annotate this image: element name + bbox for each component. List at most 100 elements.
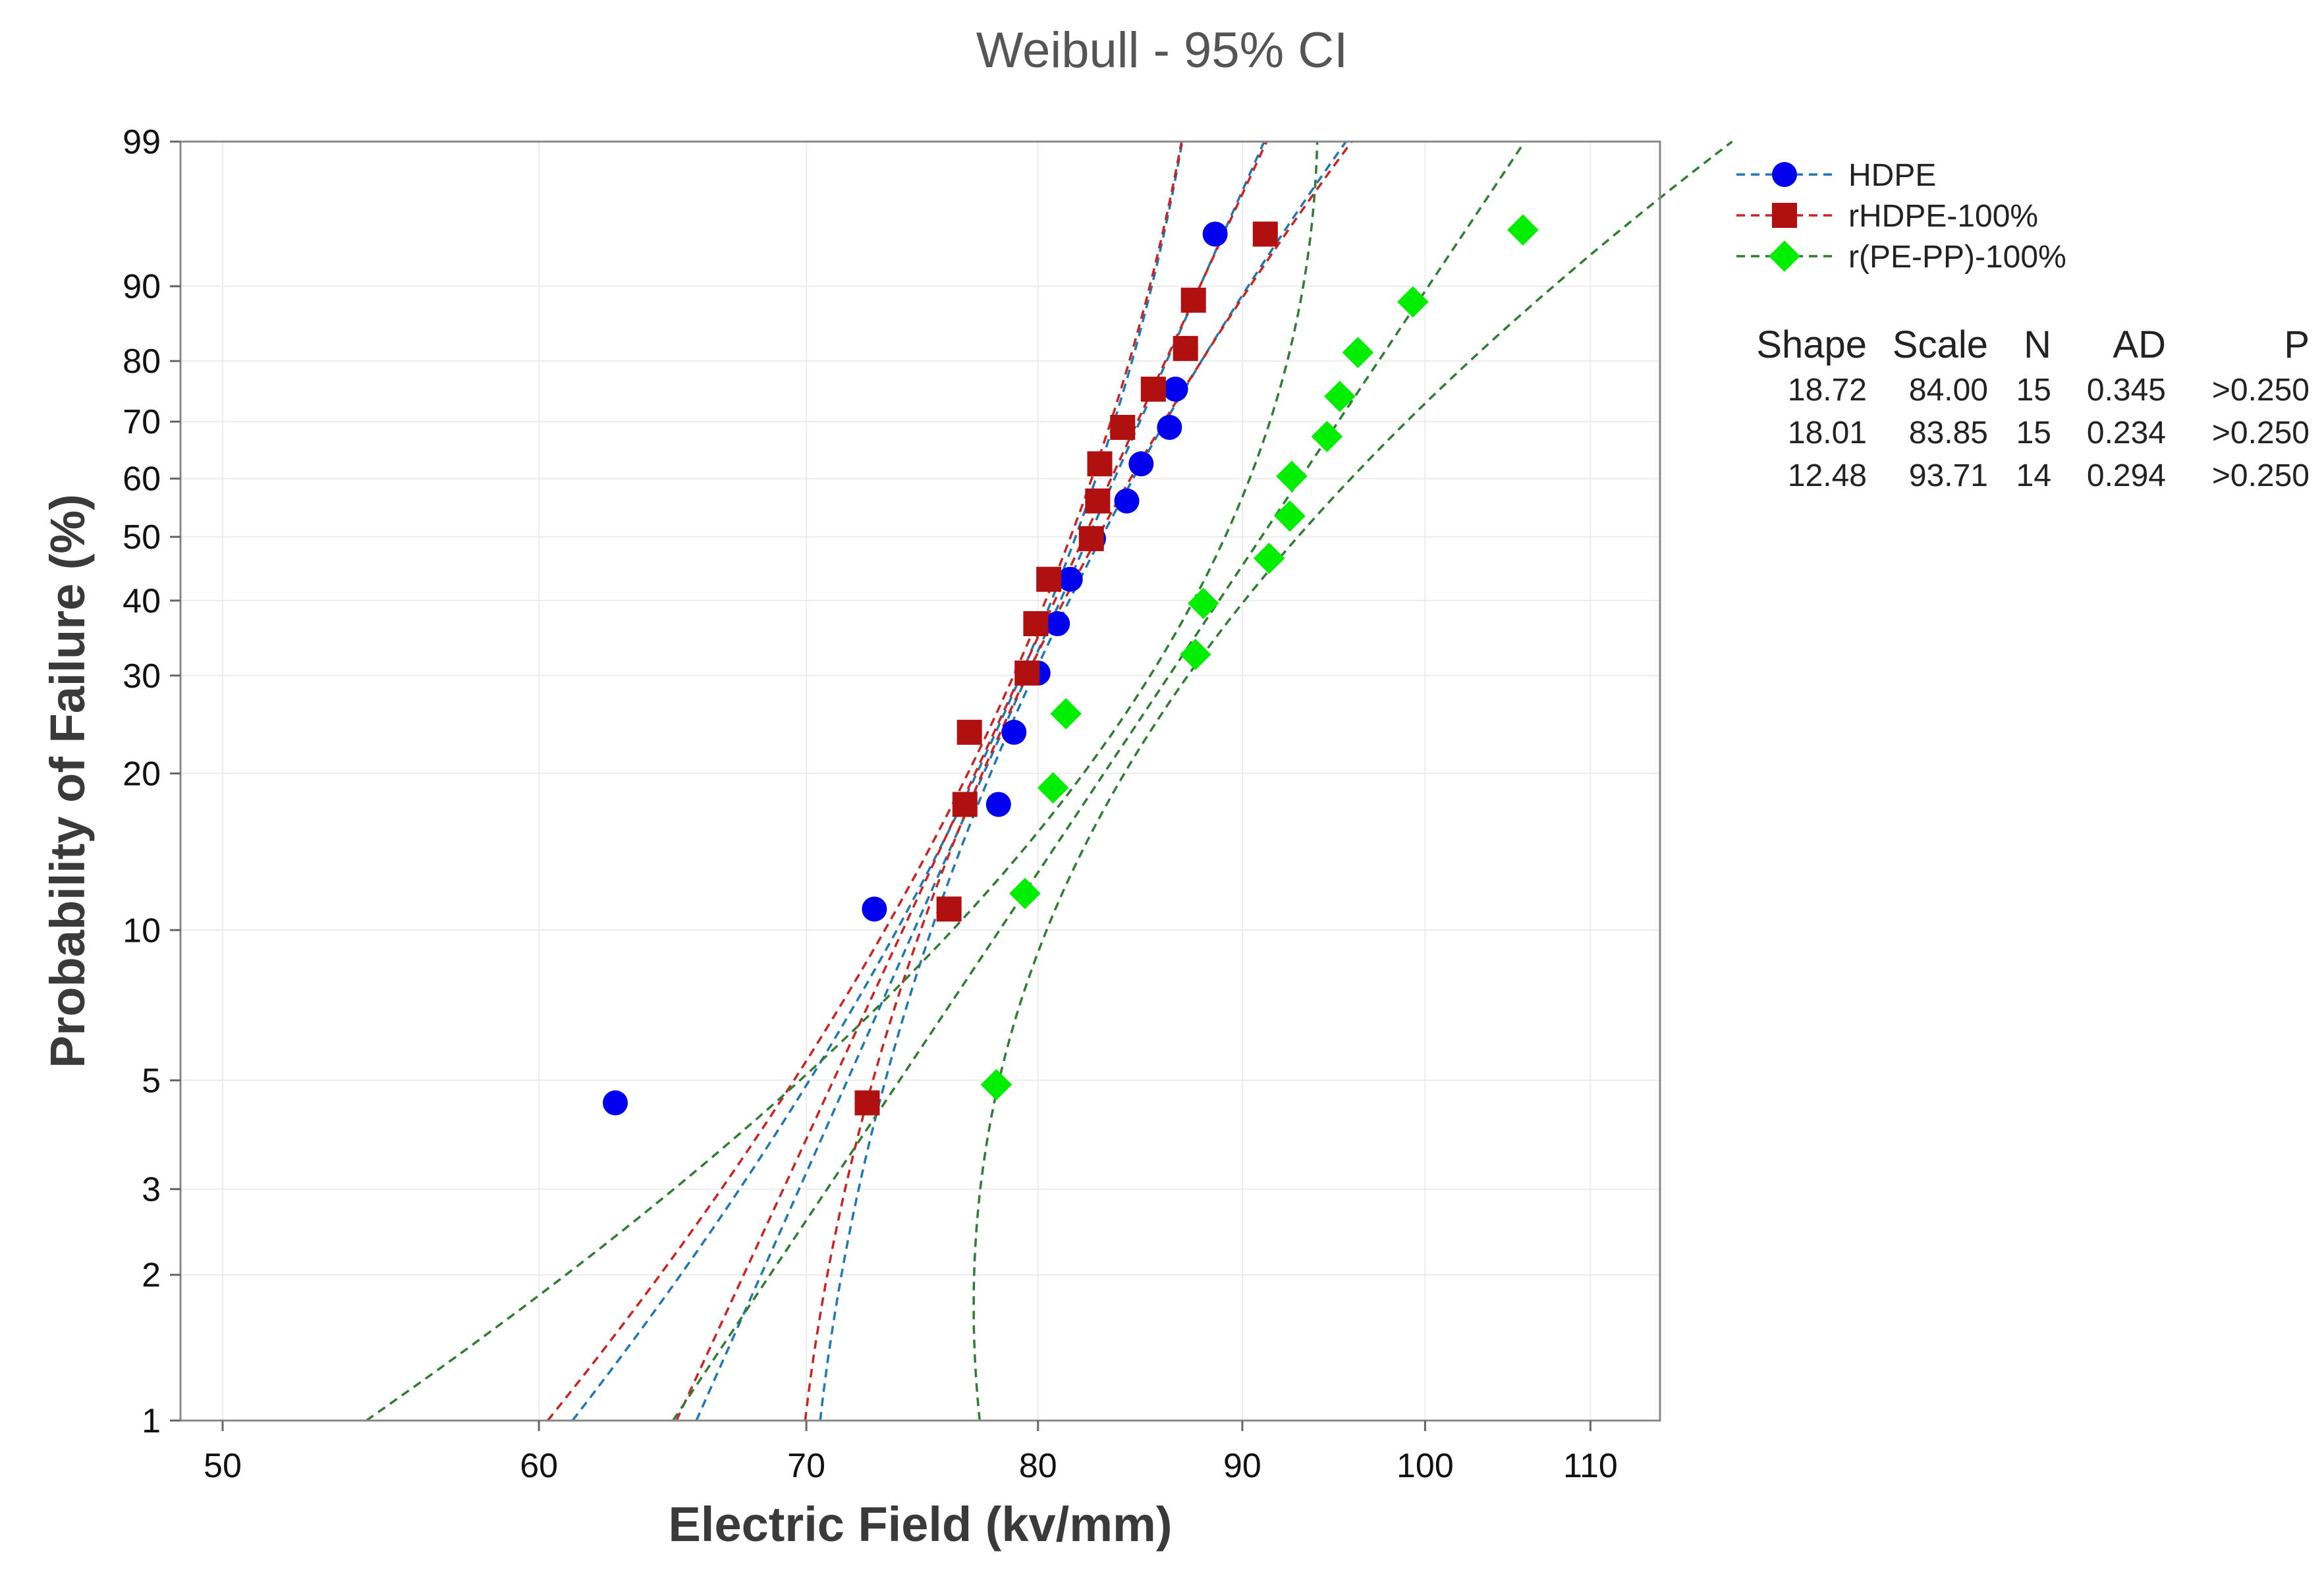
x-axis-label: Electric Field (kv/mm) [669, 1497, 1173, 1552]
y-tick-label: 5 [142, 1062, 161, 1100]
stats-cell: 18.72 [1788, 373, 1867, 408]
stats-cell: 0.345 [2087, 373, 2166, 408]
data-point [1078, 526, 1104, 551]
stats-header: Shape [1756, 323, 1867, 366]
data-point [1397, 286, 1429, 318]
ci-bound-line [365, 141, 1319, 1422]
data-point [1772, 203, 1797, 228]
data-point [1276, 460, 1308, 493]
data-point [1180, 287, 1206, 313]
stats-cell: 83.85 [1909, 416, 1988, 450]
stats-cell: 15 [2016, 416, 2051, 450]
stats-header: N [2024, 323, 2051, 366]
data-point [1202, 221, 1228, 247]
data-point [1085, 488, 1111, 514]
marker-series [980, 214, 1539, 1100]
data-point [1157, 414, 1182, 440]
x-tick-label: 110 [1563, 1447, 1618, 1485]
data-point [1057, 566, 1083, 592]
data-point [1180, 639, 1211, 670]
ci-bound-line [972, 140, 1733, 1421]
stats-cell: 15 [2016, 373, 2051, 408]
y-tick-label: 20 [123, 755, 161, 793]
ci-bound-line [819, 140, 1347, 1421]
y-tick-label: 2 [142, 1257, 161, 1295]
data-point [1772, 162, 1797, 187]
data-point [1128, 451, 1154, 477]
y-tick-label: 50 [123, 518, 161, 556]
data-point [1173, 336, 1198, 362]
data-point [1163, 376, 1188, 402]
y-axis-ticks: 1 2 3 5 10 20 30 40 50 60 70 80 90 99 [123, 123, 180, 1440]
data-point [1342, 337, 1374, 368]
ci-bound-line [547, 141, 1183, 1422]
stats-cell: >0.250 [2212, 458, 2310, 493]
data-point [1769, 240, 1800, 272]
marker-series [854, 221, 1278, 1116]
x-tick-label: 60 [520, 1447, 558, 1485]
legend-item: HDPE [1736, 158, 1936, 193]
data-point [1009, 877, 1041, 909]
data-point [1252, 221, 1278, 247]
data-point [1014, 660, 1040, 686]
legend-label: HDPE [1848, 158, 1936, 193]
data-point [1045, 611, 1070, 637]
data-point [1324, 381, 1356, 412]
stats-header: Scale [1893, 323, 1988, 366]
data-point [1311, 421, 1343, 452]
data-point [862, 896, 887, 922]
data-point [1140, 376, 1166, 402]
data-point [936, 896, 962, 922]
data-point [980, 1069, 1012, 1100]
stats-cell: 0.234 [2087, 416, 2166, 450]
data-point [1188, 587, 1219, 619]
y-tick-label: 60 [123, 460, 161, 499]
data-point [1507, 214, 1539, 246]
legend-label: rHDPE-100% [1848, 199, 2038, 234]
legend-item: r(PE-PP)-100% [1736, 240, 2066, 275]
legend: HDPE rHDPE-100% r(PE-PP)-100% [1736, 158, 2066, 275]
stats-cell: >0.250 [2212, 373, 2310, 408]
y-tick-label: 30 [123, 657, 161, 695]
confidence-bands [365, 140, 1733, 1422]
data-point [956, 719, 982, 745]
data-point [603, 1090, 628, 1116]
data-point [1036, 566, 1062, 592]
stats-cell: 0.294 [2087, 458, 2166, 493]
x-axis-ticks: 50 60 70 80 90 100 110 [204, 1421, 1618, 1485]
ci-series [547, 140, 1353, 1422]
y-tick-label: 80 [123, 342, 161, 381]
data-point [1274, 500, 1306, 532]
data-point [854, 1090, 880, 1116]
chart-title: Weibull - 95% CI [976, 22, 1348, 78]
y-tick-label: 70 [123, 403, 161, 441]
x-tick-label: 70 [787, 1447, 825, 1485]
data-point [1114, 488, 1140, 514]
data-point [952, 792, 978, 817]
data-markers [603, 214, 1539, 1116]
data-point [1001, 719, 1027, 745]
y-tick-label: 90 [123, 268, 161, 306]
stats-cell: 14 [2016, 458, 2051, 493]
grid-lines [180, 141, 1660, 1421]
ci-series [365, 140, 1733, 1422]
data-point [1087, 451, 1113, 477]
y-axis-label: Probability of Failure (%) [40, 494, 95, 1068]
x-tick-label: 90 [1223, 1447, 1261, 1485]
x-tick-label: 100 [1397, 1447, 1454, 1485]
ci-series [571, 140, 1347, 1422]
fit-line [675, 141, 1268, 1421]
y-tick-label: 1 [142, 1402, 161, 1440]
stats-cell: 12.48 [1788, 458, 1867, 493]
data-point [1110, 414, 1136, 440]
y-tick-label: 40 [123, 582, 161, 620]
fit-line [695, 141, 1265, 1421]
ci-bound-line [571, 141, 1184, 1422]
stats-cell: 18.01 [1788, 416, 1867, 450]
data-point [1023, 611, 1049, 637]
stats-header: P [2284, 323, 2310, 366]
data-point [1253, 542, 1285, 574]
x-tick-label: 50 [204, 1447, 242, 1485]
data-point [1050, 697, 1082, 730]
